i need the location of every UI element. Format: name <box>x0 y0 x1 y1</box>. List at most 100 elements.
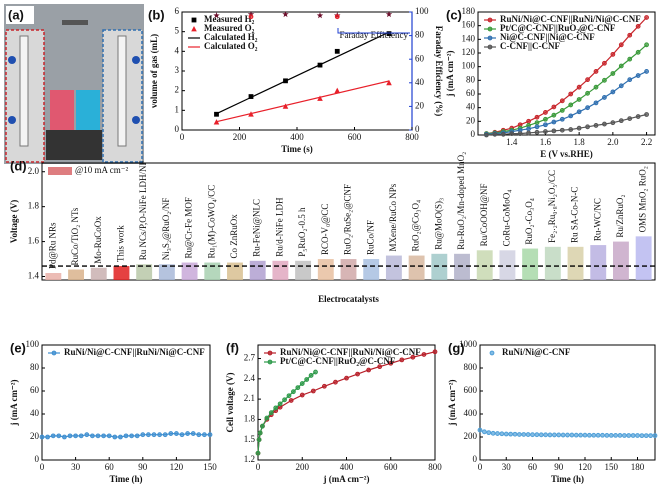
marker <box>247 11 255 18</box>
y2-axis-label: Faraday Efficiency (%) <box>434 26 444 116</box>
marker <box>185 431 191 436</box>
marker <box>551 128 557 134</box>
marker <box>576 84 582 90</box>
category-label: Ru SA-Co-N-C <box>570 187 580 243</box>
x-tick-label: 1.8 <box>574 137 586 147</box>
marker <box>534 114 540 120</box>
marker <box>517 131 523 137</box>
marker <box>585 90 590 96</box>
marker <box>140 432 146 438</box>
marker <box>134 433 140 439</box>
category-label: Ni₃S₂@RuO₂/NF <box>161 198 171 261</box>
x-tick-label: 150 <box>203 462 217 472</box>
marker <box>39 434 45 440</box>
x-tick-label: 150 <box>605 462 619 472</box>
marker <box>595 432 601 438</box>
marker <box>487 17 493 23</box>
marker <box>627 77 633 83</box>
bar <box>590 245 607 280</box>
y-tick-label: 40 <box>30 408 40 418</box>
legend-label: Ni@C-CNF||Ni@C-CNF <box>500 32 595 42</box>
marker <box>179 432 185 438</box>
y-tick-label: 1000 <box>459 339 478 349</box>
marker <box>618 118 624 124</box>
y-tick-label: 0 <box>473 454 478 464</box>
series-line <box>216 80 390 123</box>
marker <box>214 111 219 117</box>
legend-label: Calculated H₂ <box>204 32 258 42</box>
marker <box>516 432 522 437</box>
marker <box>534 432 540 438</box>
series-line <box>257 371 316 454</box>
category-label: RuO₂-Co₃O₄ <box>524 198 534 244</box>
marker <box>602 77 607 83</box>
marker <box>84 432 90 438</box>
beaker-blue <box>76 90 100 130</box>
category-label: CoRu-CoMoO₄ <box>501 190 511 247</box>
marker <box>560 432 566 438</box>
x-tick-label: 60 <box>105 462 115 472</box>
category-label: P₅RuO₂-0.5 h <box>297 207 307 257</box>
photo: (a) <box>4 4 144 164</box>
marker <box>627 32 633 38</box>
marker <box>202 432 207 438</box>
y-tick-label: 400 <box>464 408 478 418</box>
category-label: Pd@Ru NRs <box>47 222 57 269</box>
legend-label: Measured H₂ <box>204 14 255 24</box>
category-label: Ru/ZnRuO₂ <box>615 194 625 237</box>
marker <box>255 450 261 456</box>
y-tick-label: 4 <box>175 45 180 55</box>
category-label: RCO-V₀@CC <box>320 204 330 255</box>
marker <box>559 108 565 113</box>
legend-label: RuNi/Ni@C-CNF||RuNi/Ni@C-CNF <box>280 347 421 357</box>
marker <box>509 131 515 137</box>
marker <box>652 433 658 439</box>
bar <box>385 255 402 280</box>
category-label: Ru@Cr-Fe MOF <box>184 197 194 258</box>
marker <box>196 432 202 438</box>
panel-label: (e) <box>10 340 26 355</box>
marker <box>410 354 416 360</box>
marker <box>547 432 553 438</box>
marker <box>191 17 197 23</box>
marker <box>213 12 220 19</box>
marker <box>604 432 610 438</box>
marker <box>495 431 500 436</box>
marker <box>344 375 349 381</box>
y-tick-label: 1.2 <box>244 454 255 464</box>
clamp <box>8 116 16 124</box>
marker <box>432 349 438 355</box>
y-tick-label: 1.5 <box>244 434 256 444</box>
y-tick-label: 60 <box>30 385 40 395</box>
marker <box>618 42 624 48</box>
bar <box>567 246 584 280</box>
y-tick-label: 20 <box>30 431 40 441</box>
y-tick-label: 2.1 <box>244 393 255 403</box>
marker <box>168 431 174 436</box>
bar <box>204 262 221 280</box>
x-tick-label: 1.6 <box>540 137 552 147</box>
x-tick-label: 200 <box>233 132 247 142</box>
marker <box>377 364 383 370</box>
marker <box>582 432 588 438</box>
marker <box>282 397 287 403</box>
marker <box>635 49 641 55</box>
marker <box>67 433 73 439</box>
x-tick-label: 120 <box>578 462 592 472</box>
marker <box>593 69 599 74</box>
x-tick-label: 800 <box>428 462 442 472</box>
category-label: Ru-WC/NC <box>592 198 602 241</box>
marker <box>333 379 338 385</box>
marker <box>50 433 56 439</box>
marker <box>626 433 632 438</box>
bar <box>431 253 448 280</box>
y2-tick-label: 100 <box>415 6 429 16</box>
marker <box>644 69 649 74</box>
marker <box>277 401 283 407</box>
marker <box>248 14 254 20</box>
legend-label: RuNi/Ni@C-CNF <box>502 347 571 357</box>
marker <box>543 116 548 122</box>
marker <box>45 434 50 440</box>
marker <box>530 432 535 438</box>
marker <box>602 95 607 100</box>
